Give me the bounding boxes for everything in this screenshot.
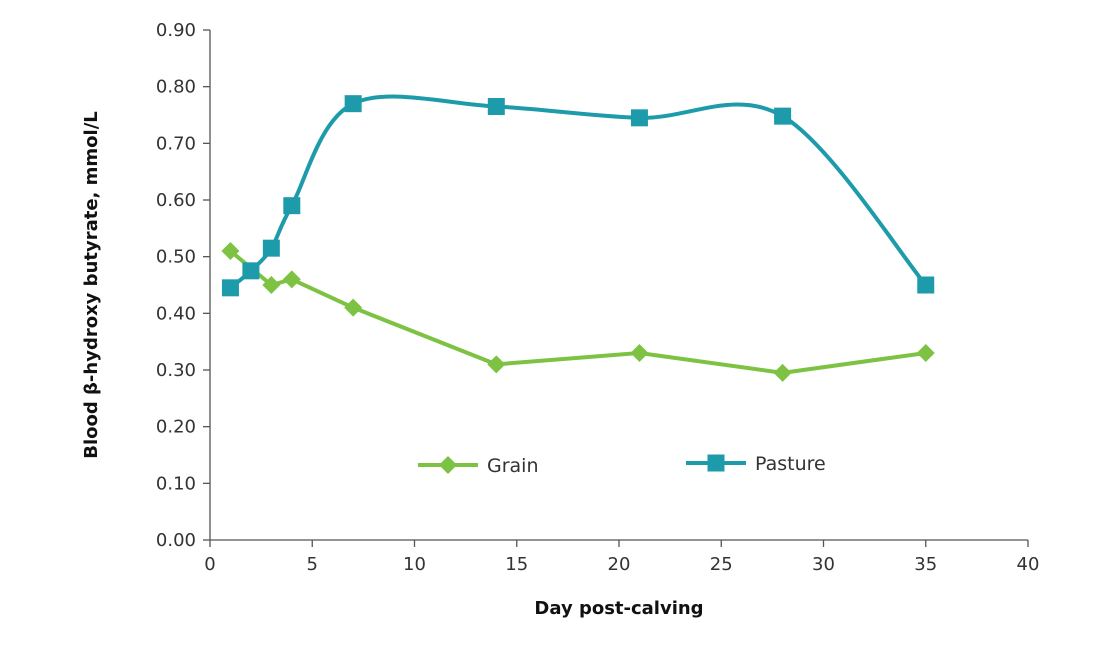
x-tick-label: 5: [307, 554, 318, 575]
x-tick-label: 10: [403, 554, 426, 575]
grain-series-line: [228, 249, 928, 375]
pasture-data-point: [917, 276, 935, 294]
grain-data-point: [630, 344, 649, 362]
x-tick-label: 35: [914, 554, 937, 575]
pasture-data-point: [221, 279, 239, 297]
x-tick-label: 20: [608, 554, 631, 575]
y-tick-label: 0.80: [156, 77, 196, 98]
y-tick-label: 0.30: [156, 360, 196, 381]
legend-pasture-marker: [707, 454, 725, 472]
grain-data-point: [916, 344, 935, 362]
y-tick-label: 0.20: [156, 417, 196, 438]
y-tick-label: 0.40: [156, 303, 196, 324]
x-tick-label: 15: [505, 554, 528, 575]
y-tick-label: 0.90: [156, 20, 196, 41]
x-tick-label: 30: [812, 554, 835, 575]
x-tick-label: 0: [204, 554, 215, 575]
pasture-series-line: [228, 94, 928, 290]
grain-data-point: [262, 276, 281, 294]
pasture-data-point: [283, 197, 301, 215]
y-tick-label: 0.60: [156, 190, 196, 211]
grain-data-point: [221, 242, 240, 260]
pasture-data-point: [262, 239, 280, 257]
pasture-data-point: [242, 262, 260, 280]
grain-data-point: [344, 298, 363, 317]
grain-data-point: [282, 270, 301, 289]
pasture-data-point: [774, 107, 792, 125]
pasture-data-point: [344, 95, 362, 113]
y-tick-label: 0.00: [156, 530, 196, 551]
pasture-data-point: [630, 109, 648, 127]
legend-pasture-label: Pasture: [755, 453, 826, 475]
y-axis-title: Blood β-hydroxy butyrate, mmol/L: [81, 111, 102, 458]
y-tick-label: 0.10: [156, 473, 196, 494]
legend-grain-label: Grain: [487, 455, 539, 477]
grain-data-point: [773, 363, 792, 382]
pasture-data-point: [487, 98, 505, 115]
grain-data-point: [487, 355, 506, 374]
x-tick-label: 25: [710, 554, 733, 575]
y-tick-label: 0.50: [156, 247, 196, 268]
y-tick-label: 0.70: [156, 133, 196, 154]
x-tick-label: 40: [1017, 554, 1040, 575]
x-axis-title: Day post-calving: [534, 598, 703, 619]
legend-grain-marker: [439, 456, 457, 474]
